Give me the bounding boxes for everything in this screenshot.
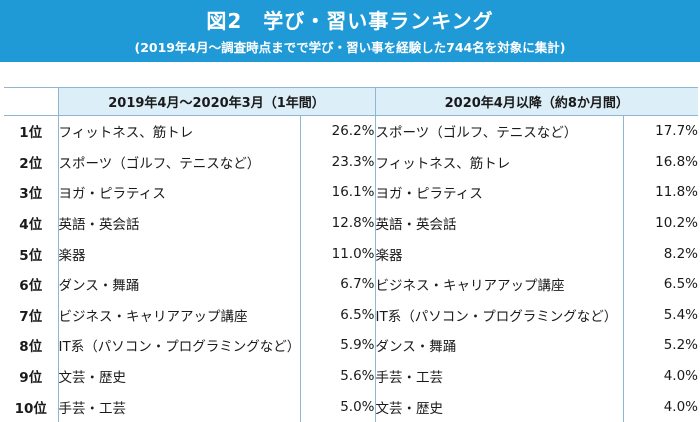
rank-cell: 4位 [4,207,59,239]
item-2019: IT系（パソコン・プログラミングなど） [58,339,301,356]
pct-2019: 6.5% [299,299,376,331]
table-row: 9位 文芸・歴史 5.6% 手芸・工芸 4.0% [4,360,698,392]
rank-cell: 9位 [4,360,59,392]
item-2019: ダンス・舞踊 [58,278,140,295]
rank-cell: 6位 [4,268,59,300]
chart-title: 図2 学び・習い事ランキング [206,9,494,33]
rank-header-blank [4,87,59,116]
item-2020: 文芸・歴史 [375,400,444,417]
ranking-table: 2019年4月～2020年3月（1年間） 2020年4月以降（約8か月間） 1位… [4,87,698,422]
pct-2019: 5.9% [299,330,376,361]
ranking-body: 1位 フィットネス、筋トレ 26.2% スポーツ（ゴルフ、テニスなど） 17.7% 2位ス… [4,115,698,422]
pct-2019: 11.0% [299,238,376,269]
pct-2020: 4.0% [622,391,698,422]
item-2019: フィットネス、筋トレ [58,125,194,142]
item-2020: 楽器 [375,247,403,264]
table-row: 3位 ヨガ・ピラティス 16.1% ヨガ・ピラティス 11.8% [4,177,698,208]
pct-2020: 11.8% [622,177,698,208]
pct-2020: 17.7% [622,115,698,147]
pct-2019: 23.3% [299,146,376,178]
pct-2020: 8.2% [622,238,698,269]
item-2019: 文芸・歴史 [58,370,127,387]
period-header-2020: 2020年4月以降（約8か月間） [375,87,698,116]
item-2020: ダンス・舞踊 [375,339,457,356]
table-row: 7位 ビジネス・キャリアアップ講座 6.5% IT系（パソコン・プログラミングなど） 5… [4,299,698,331]
table-row: 1位 フィットネス、筋トレ 26.2% スポーツ（ゴルフ、テニスなど） 17.7% [4,115,698,147]
table-row: 5位 楽器 11.0% 楽器 8.2% [4,238,698,269]
pct-2019: 16.1% [299,177,376,208]
rank-cell: 7位 [4,299,59,331]
rank-cell: 8位 [4,330,59,361]
table-row: 4位 英語・英会話 12.8% 英語・英会話 10.2% [4,207,698,239]
item-2020: フィットネス、筋トレ [375,155,511,172]
period-header-row: 2019年4月～2020年3月（1年間） 2020年4月以降（約8か月間） [4,87,698,116]
item-2019: ヨガ・ピラティス [58,186,166,203]
pct-2019: 12.8% [299,207,376,239]
title-banner: 図2 学び・習い事ランキング (2019年4月～調査時点までで学び・習い事を経験… [0,0,700,62]
pct-2020: 5.4% [622,299,698,331]
table-row: 2位 スポーツ（ゴルフ、テニスなど） 23.3% フィットネス、筋トレ 16.8% [4,146,698,178]
table-row: 10位 手芸・工芸 5.0% 文芸・歴史 4.0% [4,391,698,422]
pct-2020: 4.0% [622,360,698,392]
item-2020: スポーツ（ゴルフ、テニスなど） [375,125,578,142]
pct-2019: 5.6% [299,360,376,392]
pct-2019: 5.0% [299,391,376,422]
item-2019: スポーツ（ゴルフ、テニスなど） [58,155,261,172]
item-2020: ヨガ・ピラティス [375,186,483,203]
chart-subtitle: (2019年4月～調査時点までで学び・習い事を経験した744名を対象に集計) [134,40,566,55]
period-header-2019: 2019年4月～2020年3月（1年間） [58,87,376,116]
rank-cell: 10位 [4,391,59,422]
item-2019: 英語・英会話 [58,217,140,234]
pct-2020: 6.5% [622,268,698,300]
rank-cell: 3位 [4,177,59,208]
item-2020: IT系（パソコン・プログラミングなど） [375,308,618,325]
rank-cell: 1位 [4,115,59,147]
table-row: 6位 ダンス・舞踊 6.7% ビジネス・キャリアアップ講座 6.5% [4,268,698,300]
table-row: 8位 IT系（パソコン・プログラミングなど） 5.9% ダンス・舞踊 5.2% [4,330,698,361]
item-2019: 楽器 [58,247,86,264]
item-2020: ビジネス・キャリアアップ講座 [375,278,565,295]
pct-2019: 26.2% [299,115,376,147]
item-2020: 英語・英会話 [375,217,457,234]
pct-2020: 5.2% [622,330,698,361]
pct-2020: 16.8% [622,146,698,178]
pct-2019: 6.7% [299,268,376,300]
item-2019: ビジネス・キャリアアップ講座 [58,308,248,325]
pct-2020: 10.2% [622,207,698,239]
rank-cell: 2位 [4,146,59,178]
item-2020: 手芸・工芸 [375,370,444,387]
item-2019: 手芸・工芸 [58,400,127,417]
rank-cell: 5位 [4,238,59,269]
